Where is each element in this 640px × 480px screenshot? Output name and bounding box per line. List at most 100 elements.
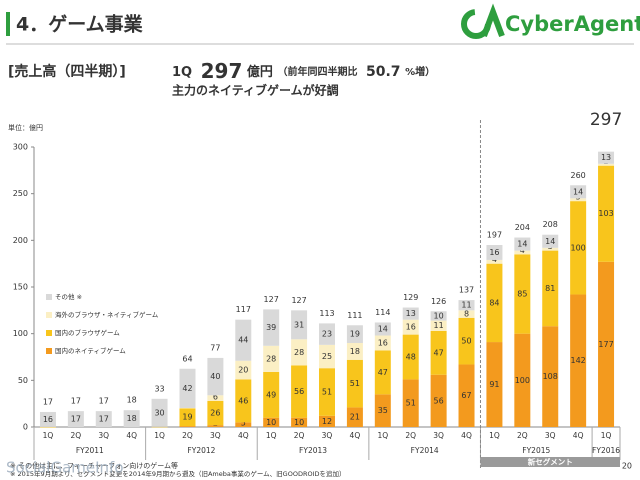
- legend-label: 海外のブラウザ・ネイティブゲーム: [55, 310, 159, 319]
- group-label: FY2011: [76, 446, 104, 455]
- bar-segment: [95, 411, 112, 427]
- bar-segment: [598, 151, 615, 164]
- bar-segment: [374, 394, 391, 427]
- data-label: 44: [238, 336, 248, 345]
- y-tick-label: 250: [13, 189, 28, 198]
- total-label: 129: [403, 293, 418, 302]
- bar-segment: [458, 364, 475, 427]
- x-tick-label: 2Q: [405, 431, 416, 440]
- data-label: 50: [461, 337, 471, 346]
- total-label: 117: [236, 305, 251, 314]
- x-tick-label: 4Q: [238, 431, 249, 440]
- data-label: 51: [406, 399, 416, 408]
- data-label: 103: [598, 209, 613, 218]
- x-tick-label: 3Q: [210, 431, 221, 440]
- y-tick-label: 0: [23, 423, 28, 432]
- bar-segment: [374, 322, 391, 336]
- bar-segment: [430, 311, 447, 321]
- bar-segment: [542, 234, 559, 248]
- x-tick-label: 1Q: [154, 431, 165, 440]
- bar-segment: [291, 417, 308, 427]
- total-label: 297: [590, 110, 622, 130]
- bar-segment: [235, 360, 252, 380]
- total-label: 197: [487, 231, 502, 240]
- total-label: 137: [459, 286, 474, 295]
- data-label: 14: [573, 187, 583, 196]
- group-label: FY2013: [299, 446, 327, 455]
- bar-segment: [598, 261, 615, 427]
- total-label: 260: [571, 171, 586, 180]
- logo-mark: [481, 3, 505, 38]
- data-label: 25: [322, 352, 332, 361]
- data-label: 16: [43, 415, 53, 424]
- data-label: 18: [350, 347, 360, 356]
- data-label: 100: [571, 243, 586, 252]
- legend-swatch: [46, 294, 52, 300]
- x-tick-label: 4Q: [350, 431, 361, 440]
- data-label: 17: [71, 415, 81, 424]
- data-label: 30: [154, 408, 164, 417]
- bar-segment: [179, 368, 196, 408]
- bar-segment: [179, 407, 196, 409]
- data-label: 16: [489, 248, 499, 257]
- data-label: 14: [545, 237, 555, 246]
- bar-segment: [207, 395, 224, 401]
- bar-segment: [346, 325, 363, 343]
- data-label: 51: [350, 379, 360, 388]
- data-label: 16: [406, 323, 416, 332]
- y-tick-label: 300: [13, 143, 28, 152]
- data-label: 6: [213, 392, 218, 401]
- data-label: 17: [99, 415, 109, 424]
- headline-part: %増）: [405, 65, 435, 78]
- data-label: 47: [434, 348, 444, 357]
- bar-segment: [514, 237, 531, 251]
- bar-segment: [402, 334, 419, 380]
- bar-segment: [319, 344, 335, 369]
- total-label: 208: [543, 220, 558, 229]
- data-label: 11: [461, 301, 471, 310]
- headline-part: 50.7: [366, 64, 401, 80]
- bar-segment: [235, 379, 252, 423]
- segment-banner: [480, 457, 620, 467]
- data-label: 42: [182, 384, 192, 393]
- bar-segment: [402, 307, 419, 320]
- bar-segment: [346, 359, 363, 408]
- data-label: 12: [322, 417, 332, 426]
- total-label: 204: [515, 223, 530, 232]
- data-label: 5: [241, 419, 246, 428]
- data-label: 40: [210, 372, 220, 381]
- bar-segment: [430, 320, 447, 331]
- slide-title: 4．ゲーム事業: [16, 13, 144, 36]
- bar-segment: [598, 163, 615, 166]
- headline: 1Q 297 億円 （前年同四半期比 50.7 %増）: [172, 59, 435, 83]
- legend-label: 国内のブラウザゲーム: [55, 328, 120, 337]
- data-label: 10: [434, 311, 444, 320]
- bar-segment: [207, 400, 224, 426]
- watermark: SocialGameInfo: [6, 459, 124, 477]
- x-tick-label: 4Q: [126, 431, 137, 440]
- bar-segment: [291, 310, 308, 340]
- data-label: 26: [210, 409, 220, 418]
- total-label: 77: [210, 343, 220, 352]
- bar-segment: [486, 342, 503, 427]
- total-label: 114: [375, 308, 390, 317]
- x-tick-label: 1Q: [489, 431, 500, 440]
- title-accent: [6, 12, 10, 36]
- data-label: 91: [489, 380, 499, 389]
- bar-segment: [402, 319, 419, 335]
- group-label: FY2014: [411, 446, 439, 455]
- data-label: 108: [543, 372, 558, 381]
- total-label: 126: [431, 297, 446, 306]
- x-tick-label: 3Q: [545, 431, 556, 440]
- bar-segment: [542, 250, 559, 327]
- legend-label: 国内のネイティブゲーム: [55, 346, 126, 355]
- footnote: ※ その他は主に、フィーチャーフォン向けのゲーム等: [10, 461, 178, 470]
- bar-segment: [319, 323, 335, 345]
- bar-segment: [402, 379, 419, 427]
- bar-segment: [458, 300, 475, 311]
- bar-segment: [514, 333, 531, 427]
- bar-segment: [486, 263, 503, 343]
- bar-segment: [570, 201, 587, 295]
- data-label: 56: [434, 396, 444, 405]
